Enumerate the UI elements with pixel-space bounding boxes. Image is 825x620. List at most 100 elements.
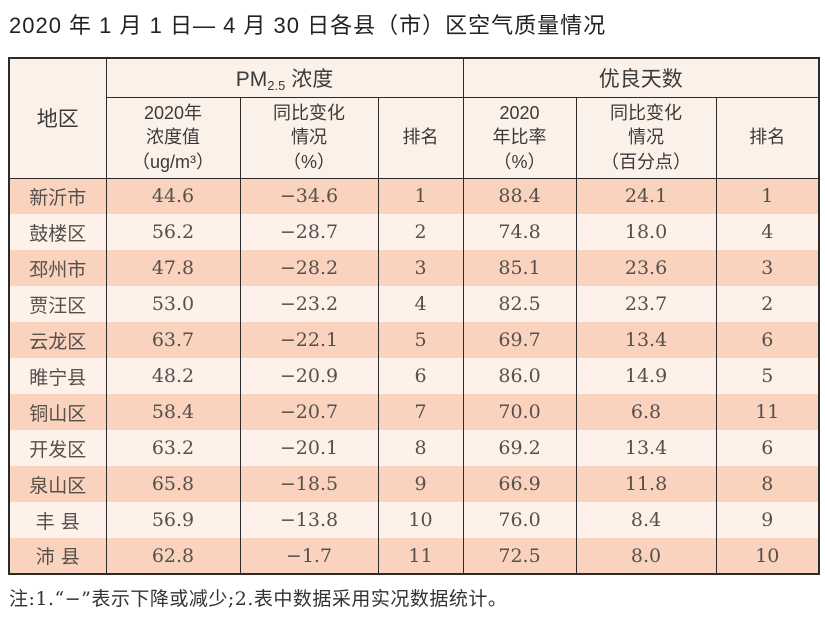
table-row: 云龙区 63.7 −22.1 5 69.7 13.4 6 <box>8 322 820 358</box>
air-quality-table: 地区 PM2.5 浓度 优良天数 2020年 浓度值 （ug/m³） 同比变化 … <box>8 57 821 575</box>
cell-good-rate: 74.8 <box>462 214 577 250</box>
pm-label-subscript: 2.5 <box>267 77 286 93</box>
table-row: 铜山区 58.4 −20.7 7 70.0 6.8 11 <box>8 394 820 430</box>
header-group-row: 地区 PM2.5 浓度 优良天数 <box>8 58 820 179</box>
cell-pm-change: −23.2 <box>239 286 379 322</box>
cell-pm-change: −20.1 <box>239 430 379 466</box>
cell-pm-rank: 7 <box>377 394 464 430</box>
cell-good-rate: 69.7 <box>462 322 577 358</box>
table-row: 新沂市 44.6 −34.6 1 88.4 24.1 1 <box>8 178 820 214</box>
cell-good-change: 18.0 <box>575 214 717 250</box>
cell-pm-value: 58.4 <box>105 394 241 430</box>
cell-good-rate: 86.0 <box>462 358 577 394</box>
cell-pm-change: −28.7 <box>239 214 379 250</box>
cell-pm-rank: 1 <box>377 178 464 214</box>
cell-pm-change: −20.7 <box>239 394 379 430</box>
cell-pm-change: −20.9 <box>239 358 379 394</box>
cell-good-rate: 72.5 <box>462 538 577 574</box>
cell-region: 贾汪区 <box>8 286 107 322</box>
cell-good-rank: 3 <box>715 250 820 286</box>
cell-good-change: 14.9 <box>575 358 717 394</box>
cell-good-change: 6.8 <box>575 394 717 430</box>
cell-good-rank: 2 <box>715 286 820 322</box>
cell-pm-rank: 6 <box>377 358 464 394</box>
cell-pm-value: 53.0 <box>105 286 241 322</box>
cell-good-change: 13.4 <box>575 430 717 466</box>
cell-pm-rank: 9 <box>377 466 464 502</box>
table-body: 新沂市 44.6 −34.6 1 88.4 24.1 1 鼓楼区 56.2 −28.7 2 74.8 1… <box>8 178 820 574</box>
cell-pm-value: 44.6 <box>105 178 241 214</box>
header-pm-change: 同比变化 情况 （%） <box>239 97 379 179</box>
table-row: 丰 县 56.9 −13.8 10 76.0 8.4 9 <box>8 502 820 538</box>
header-pm-group: PM2.5 浓度 <box>105 58 464 98</box>
header-sub-row: 2020年 浓度值 （ug/m³） 同比变化 情况 （%） 排名 2020 年比… <box>9 97 820 179</box>
cell-good-rank: 11 <box>715 394 820 430</box>
cell-region: 铜山区 <box>8 394 107 430</box>
cell-good-rate: 76.0 <box>462 502 577 538</box>
cell-good-change: 23.6 <box>575 250 717 286</box>
cell-pm-value: 63.2 <box>105 430 241 466</box>
header-pm-value: 2020年 浓度值 （ug/m³） <box>105 97 241 179</box>
cell-pm-rank: 8 <box>377 430 464 466</box>
cell-region: 丰 县 <box>8 502 107 538</box>
table-row: 睢宁县 48.2 −20.9 6 86.0 14.9 5 <box>8 358 820 394</box>
cell-region: 邳州市 <box>8 250 107 286</box>
cell-pm-rank: 11 <box>377 538 464 574</box>
cell-good-change: 23.7 <box>575 286 717 322</box>
cell-pm-rank: 3 <box>377 250 464 286</box>
cell-pm-change: −34.6 <box>239 178 379 214</box>
cell-good-rate: 70.0 <box>462 394 577 430</box>
cell-pm-value: 47.8 <box>105 250 241 286</box>
cell-pm-value: 65.8 <box>105 466 241 502</box>
cell-pm-change: −1.7 <box>239 538 379 574</box>
header-good-change: 同比变化 情况 （百分点） <box>575 97 717 179</box>
cell-pm-rank: 10 <box>377 502 464 538</box>
cell-good-rate: 85.1 <box>462 250 577 286</box>
table-row: 鼓楼区 56.2 −28.7 2 74.8 18.0 4 <box>8 214 820 250</box>
cell-good-change: 11.8 <box>575 466 717 502</box>
cell-good-rank: 6 <box>715 322 820 358</box>
cell-pm-value: 56.2 <box>105 214 241 250</box>
cell-good-rate: 88.4 <box>462 178 577 214</box>
cell-pm-rank: 2 <box>377 214 464 250</box>
cell-good-rank: 6 <box>715 430 820 466</box>
cell-good-rank: 1 <box>715 178 820 214</box>
cell-good-rate: 69.2 <box>462 430 577 466</box>
header-good-rate: 2020 年比率 （%） <box>462 97 577 179</box>
cell-region: 睢宁县 <box>8 358 107 394</box>
table-row: 泉山区 65.8 −18.5 9 66.9 11.8 8 <box>8 466 820 502</box>
cell-good-rank: 10 <box>715 538 820 574</box>
header-region: 地区 <box>8 58 107 179</box>
header-good-days-group: 优良天数 <box>462 58 820 98</box>
cell-region: 新沂市 <box>8 178 107 214</box>
cell-pm-value: 63.7 <box>105 322 241 358</box>
cell-pm-rank: 4 <box>377 286 464 322</box>
cell-region: 鼓楼区 <box>8 214 107 250</box>
cell-good-change: 13.4 <box>575 322 717 358</box>
cell-region: 云龙区 <box>8 322 107 358</box>
cell-good-change: 8.4 <box>575 502 717 538</box>
table-row: 开发区 63.2 −20.1 8 69.2 13.4 6 <box>8 430 820 466</box>
table-row: 贾汪区 53.0 −23.2 4 82.5 23.7 2 <box>8 286 820 322</box>
header-good-rank: 排名 <box>715 97 820 179</box>
cell-pm-change: −28.2 <box>239 250 379 286</box>
cell-region: 泉山区 <box>8 466 107 502</box>
header-pm-rank: 排名 <box>377 97 464 179</box>
cell-pm-value: 56.9 <box>105 502 241 538</box>
page-title: 2020 年 1 月 1 日— 4 月 30 日各县（市）区空气质量情况 <box>9 13 607 38</box>
cell-pm-change: −22.1 <box>239 322 379 358</box>
cell-good-rank: 8 <box>715 466 820 502</box>
cell-pm-value: 62.8 <box>105 538 241 574</box>
cell-pm-change: −18.5 <box>239 466 379 502</box>
table-row: 邳州市 47.8 −28.2 3 85.1 23.6 3 <box>8 250 820 286</box>
cell-good-rank: 5 <box>715 358 820 394</box>
pm-label-prefix: PM <box>235 67 268 91</box>
cell-pm-value: 48.2 <box>105 358 241 394</box>
table-header: 地区 PM2.5 浓度 优良天数 2020年 浓度值 （ug/m³） 同比变化 … <box>8 58 820 179</box>
cell-good-rank: 4 <box>715 214 820 250</box>
cell-good-change: 24.1 <box>575 178 717 214</box>
cell-region: 沛 县 <box>8 538 107 574</box>
cell-good-change: 8.0 <box>575 538 717 574</box>
footnote: 注:1.“−”表示下降或减少;2.表中数据采用实况数据统计。 <box>9 588 508 610</box>
